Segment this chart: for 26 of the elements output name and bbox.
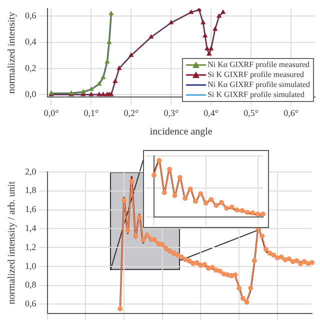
y-axis-title: normalized intensity xyxy=(6,12,18,94)
y-tick-label: 1,0 xyxy=(25,260,37,271)
y-tick-label: 0,6 xyxy=(25,10,37,21)
legend-label: Ni Kα GIXRF profile measured xyxy=(208,60,310,70)
y-tick-label: 0,0 xyxy=(25,88,37,99)
y-tick-label: 0,4 xyxy=(25,36,37,47)
y-axis-title: normalized intensity / arb. unit xyxy=(6,181,18,304)
x-tick-label: 0,0° xyxy=(44,108,60,118)
x-tick-label: 0,4° xyxy=(204,108,219,118)
x-tick-label: 0,3° xyxy=(164,108,179,118)
x-tick-label: 0,5° xyxy=(244,108,259,118)
legend-label: Si K GIXRF profile simulated xyxy=(208,90,304,100)
x-axis-title: incidence angle xyxy=(150,126,213,138)
x-tick-label: 0,1° xyxy=(84,108,100,118)
y-tick-label: 1,6 xyxy=(25,204,37,214)
y-tick-label: 0,8 xyxy=(25,280,37,290)
y-tick-label: 1,2 xyxy=(25,242,36,252)
y-tick-label: 1,8 xyxy=(25,185,37,196)
y-tick-label: 1,4 xyxy=(25,223,37,233)
x-tick-label: 0,6° xyxy=(284,108,299,118)
legend-label: Ni Kα GIXRF profile simulated xyxy=(208,80,310,90)
x-tick-label: 0,2° xyxy=(124,108,139,118)
y-tick-label: 0,2 xyxy=(25,62,36,73)
legend-label: Si K GIXRF profile measured xyxy=(208,70,304,80)
y-tick-label: 0,6 xyxy=(25,298,37,309)
y-tick-label: 2,0 xyxy=(25,166,37,176)
